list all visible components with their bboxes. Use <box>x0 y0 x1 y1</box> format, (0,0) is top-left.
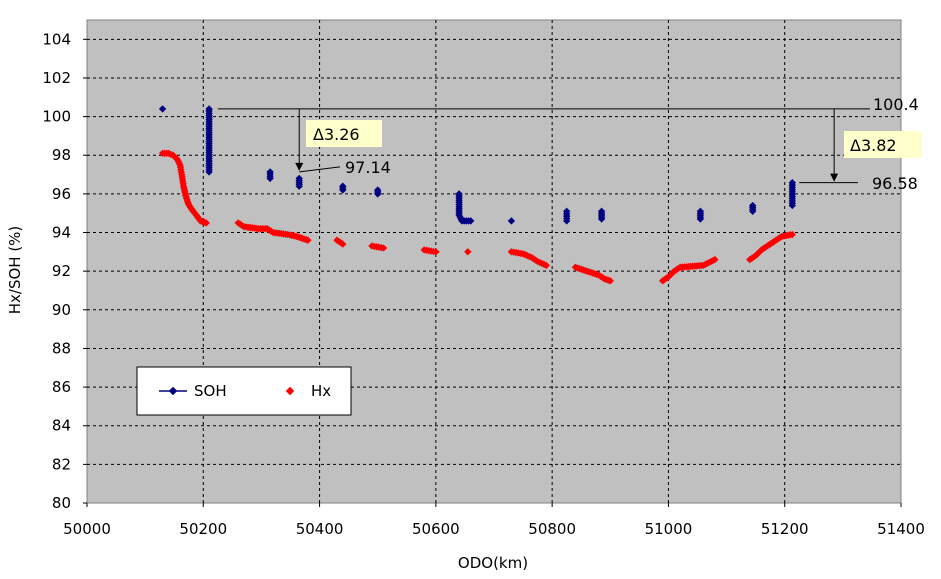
legend-soh-label: SOH <box>194 382 227 400</box>
data-point <box>158 105 167 113</box>
x-tick-label: 51000 <box>645 520 693 538</box>
x-tick-label: 51200 <box>761 520 809 538</box>
delta-1-box <box>306 120 382 147</box>
data-point <box>597 215 606 223</box>
label-1-leader <box>299 166 341 173</box>
y-tick-label: 90 <box>52 301 71 319</box>
data-point <box>749 201 757 210</box>
data-point <box>379 244 388 252</box>
series-layer <box>158 105 796 285</box>
data-point <box>432 248 440 256</box>
legend-soh-marker <box>168 386 178 396</box>
y-tick-label: 80 <box>52 494 71 512</box>
x-tick-label: 50400 <box>296 520 344 538</box>
x-tick-labels: 50000 50200 50400 50600 50800 51000 51200 51400 <box>63 520 925 538</box>
data-point <box>606 277 614 285</box>
legend: SOH Hx <box>136 366 352 416</box>
soh-end-value-label: 96.58 <box>872 174 918 193</box>
gridlines <box>83 20 902 507</box>
legend-hx-label: Hx <box>311 382 331 400</box>
plot-area <box>86 19 902 504</box>
x-axis-title: ODO(km) <box>458 554 528 572</box>
y-tick-label: 100 <box>42 108 71 126</box>
delta-1-label: Δ3.26 <box>313 125 360 144</box>
soh-drop-value-label: 97.14 <box>345 158 391 177</box>
series-soh <box>158 105 796 225</box>
delta-2-arrowhead <box>830 173 839 182</box>
y-tick-labels: 80 82 84 86 88 90 92 94 96 98 100 102 104 <box>42 30 71 512</box>
x-tick-label: 50000 <box>63 520 111 538</box>
y-tick-label: 88 <box>52 339 71 357</box>
delta-2-box <box>844 131 922 158</box>
data-point <box>788 230 796 239</box>
series-hx <box>158 149 796 285</box>
legend-hx-marker <box>285 386 295 396</box>
annotation-layer: 100.4 97.14 96.58 Δ3.26 Δ3.82 <box>217 95 922 193</box>
ref-value-label: 100.4 <box>873 95 919 114</box>
y-tick-label: 94 <box>52 224 71 242</box>
y-tick-label: 96 <box>52 185 71 203</box>
data-point <box>542 261 550 270</box>
x-tick-label: 50200 <box>179 520 227 538</box>
y-tick-label: 84 <box>52 417 71 435</box>
y-tick-label: 104 <box>42 30 71 48</box>
data-point <box>563 207 571 215</box>
y-tick-label: 82 <box>52 455 71 473</box>
y-axis-title: Hx/SOH (%) <box>6 226 24 315</box>
y-tick-label: 102 <box>42 69 71 87</box>
x-tick-label: 50600 <box>412 520 460 538</box>
delta-1-arrowhead <box>295 162 304 171</box>
data-point <box>202 219 210 227</box>
delta-2-label: Δ3.82 <box>850 136 897 155</box>
x-tick-label: 51400 <box>877 520 925 538</box>
y-tick-label: 98 <box>52 146 71 164</box>
data-point <box>696 207 705 215</box>
y-tick-label: 92 <box>52 262 71 280</box>
y-tick-label: 86 <box>52 378 71 396</box>
data-point <box>711 255 719 264</box>
x-tick-label: 50800 <box>528 520 576 538</box>
